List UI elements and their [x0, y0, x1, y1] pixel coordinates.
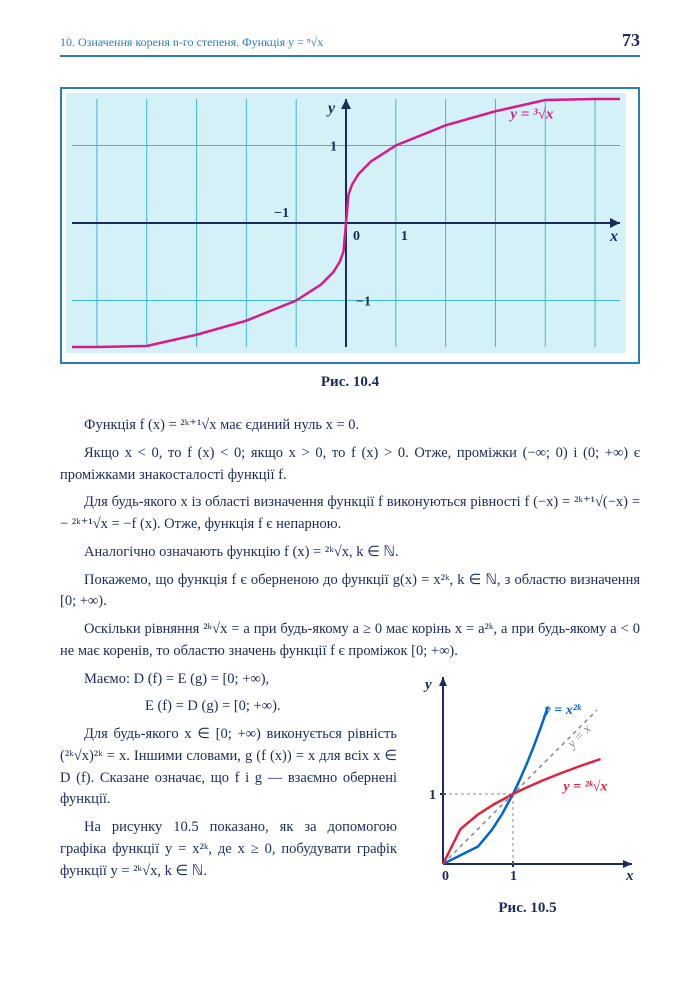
header-rule [60, 55, 640, 57]
paragraph-3: Для будь-якого x із області визначення ф… [60, 492, 640, 536]
paragraph-5: Покажемо, що функція f є оберненою до фу… [60, 570, 640, 614]
paragraph-2: Якщо x < 0, то f (x) < 0; якщо x > 0, то… [60, 443, 640, 487]
figure-10-4-box: 0 1 −1 1 −1 x y y = ³√x [60, 87, 640, 364]
paragraph-6: Оскільки рівняння ²ᵏ√x = a при будь-яком… [60, 619, 640, 663]
svg-text:−1: −1 [274, 206, 289, 221]
svg-text:x: x [609, 228, 618, 245]
figure-10-4-caption: Рис. 10.4 [60, 374, 640, 391]
svg-text:1: 1 [401, 229, 408, 244]
paragraph-8: Для будь-якого x ∈ [0; +∞) виконується р… [60, 724, 397, 811]
svg-text:1: 1 [429, 788, 436, 803]
svg-text:y = x²ᵏ: y = x²ᵏ [543, 703, 582, 718]
page-header: 10. Означення кореня n-го степеня. Функц… [60, 30, 640, 51]
svg-text:y = ³√x: y = ³√x [508, 106, 553, 122]
svg-text:x: x [625, 868, 634, 884]
svg-text:y: y [423, 677, 432, 693]
svg-text:y = ²ᵏ√x: y = ²ᵏ√x [561, 779, 607, 794]
paragraph-7b: E (f) = D (g) = [0; +∞). [60, 696, 397, 718]
figure-10-5-chart: 011y = x²ᵏy = ²ᵏ√xy = xxy [415, 669, 640, 889]
two-column-region: Маємо: D (f) = E (g) = [0; +∞), E (f) = … [60, 669, 640, 917]
svg-text:0: 0 [353, 229, 360, 244]
figure-10-5-caption: Рис. 10.5 [415, 900, 640, 917]
svg-text:1: 1 [330, 140, 337, 155]
paragraph-1: Функція f (x) = ²ᵏ⁺¹√x має єдиний нуль x… [60, 415, 640, 437]
paragraph-4: Аналогічно означають функцію f (x) = ²ᵏ√… [60, 542, 640, 564]
paragraph-9: На рисунку 10.5 показано, як за допомого… [60, 817, 397, 882]
page-number: 73 [622, 30, 640, 51]
svg-text:0: 0 [442, 869, 449, 884]
paragraph-7a: Маємо: D (f) = E (g) = [0; +∞), [60, 669, 397, 691]
left-column: Маємо: D (f) = E (g) = [0; +∞), E (f) = … [60, 669, 397, 889]
textbook-page: 10. Означення кореня n-го степеня. Функц… [0, 0, 690, 995]
svg-text:−1: −1 [356, 295, 371, 310]
right-column: 011y = x²ᵏy = ²ᵏ√xy = xxy Рис. 10.5 [415, 669, 640, 917]
section-title: 10. Означення кореня n-го степеня. Функц… [60, 35, 323, 50]
figure-10-4-chart: 0 1 −1 1 −1 x y y = ³√x [66, 93, 626, 353]
svg-text:y: y [326, 100, 336, 117]
svg-text:1: 1 [510, 869, 517, 884]
